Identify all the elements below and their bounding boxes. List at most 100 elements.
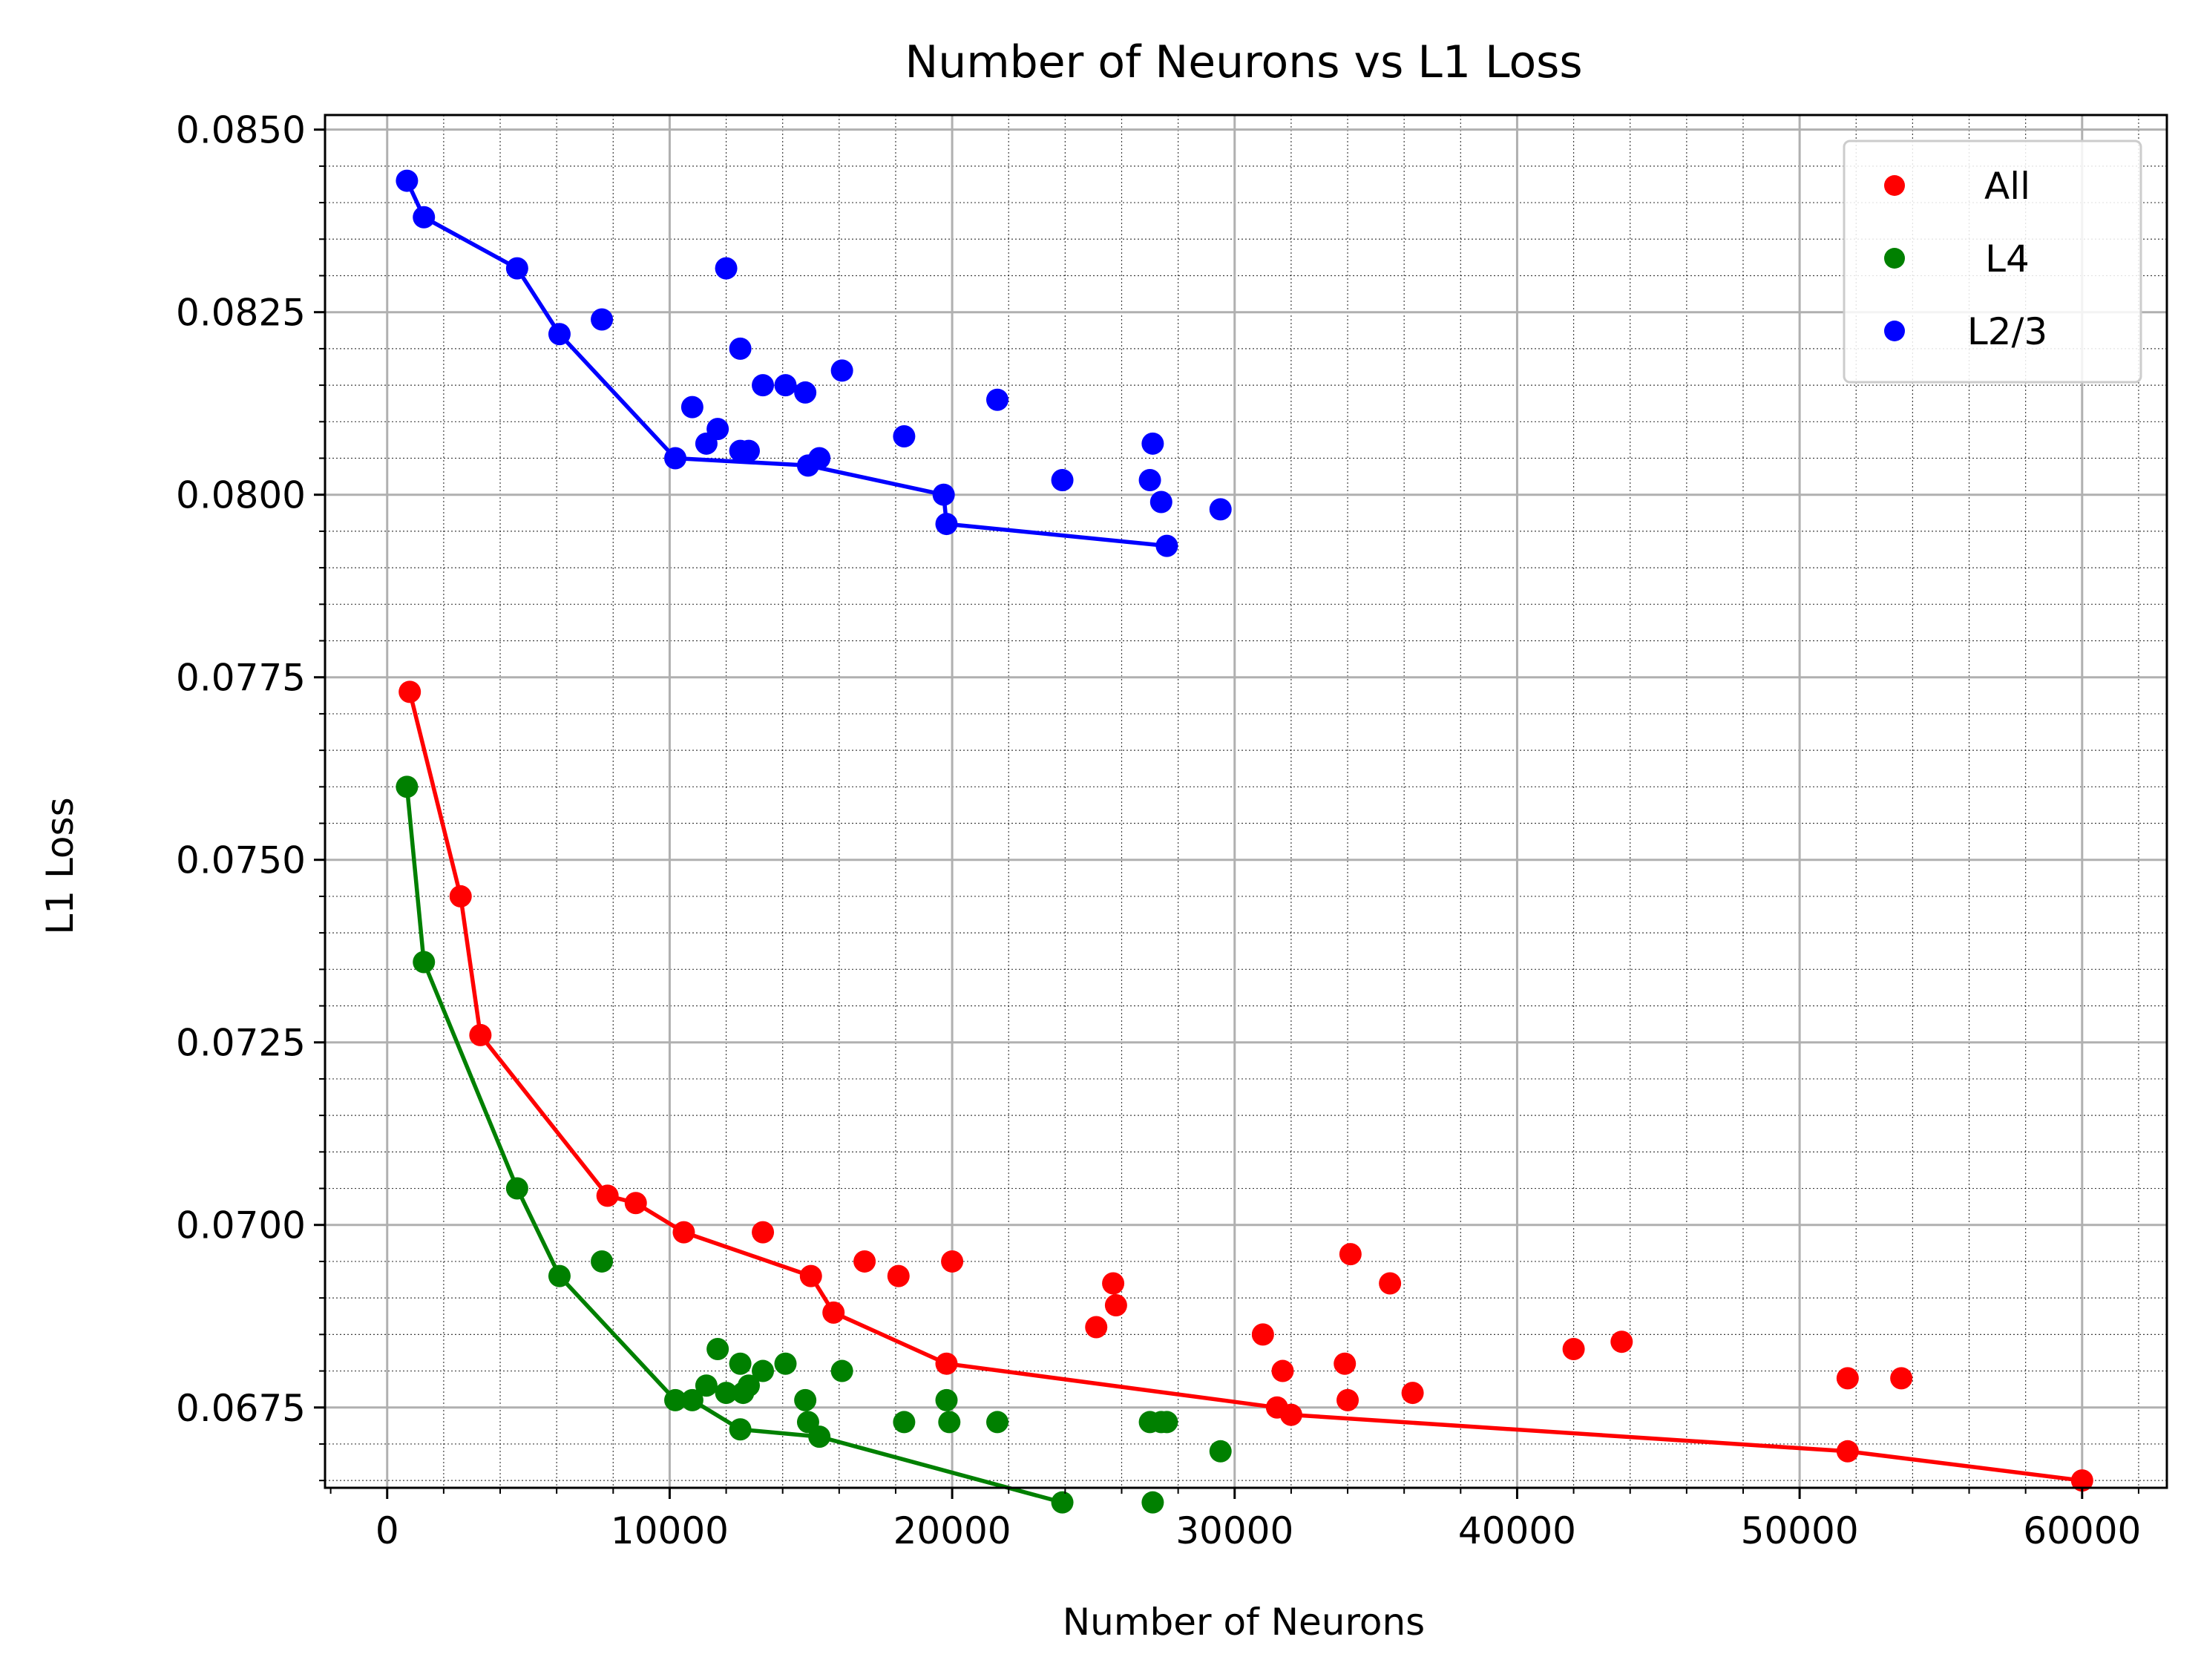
data-point-all: [469, 1023, 492, 1046]
minor-grid: [325, 115, 2167, 1488]
data-point-l4: [695, 1374, 718, 1397]
data-point-all: [1085, 1316, 1108, 1339]
data-point-l4: [505, 1177, 528, 1200]
data-point-l23: [935, 513, 958, 536]
x-tick-label: 30000: [1175, 1509, 1293, 1552]
data-point-all: [1251, 1323, 1274, 1346]
data-point-all: [935, 1352, 958, 1375]
data-point-l23: [893, 424, 916, 447]
data-point-l23: [729, 337, 752, 360]
data-point-all: [1279, 1403, 1302, 1426]
y-axis-label: L1 Loss: [39, 797, 82, 934]
data-point-all: [1334, 1352, 1357, 1375]
data-point-l4: [715, 1382, 738, 1405]
data-point-l23: [715, 257, 738, 280]
data-point-l23: [830, 359, 853, 382]
legend-marker-all: [1884, 175, 1905, 196]
data-point-all: [1339, 1243, 1362, 1266]
data-point-l4: [664, 1388, 687, 1411]
data-point-l4: [706, 1338, 729, 1361]
series-all: [398, 680, 2093, 1492]
series-l4: [396, 775, 1232, 1514]
x-tick-label: 60000: [2023, 1509, 2141, 1552]
data-point-l23: [664, 447, 687, 470]
data-point-l23: [794, 381, 817, 404]
data-point-all: [853, 1250, 876, 1273]
y-tick-label: 0.0675: [176, 1387, 306, 1430]
data-point-all: [799, 1264, 822, 1287]
x-axis-label: Number of Neurons: [1063, 1601, 1425, 1644]
major-grid: [325, 115, 2167, 1488]
x-tick-label: 10000: [611, 1509, 729, 1552]
data-point-l23: [1209, 498, 1232, 521]
data-point-l23: [1149, 490, 1172, 513]
data-point-all: [887, 1264, 910, 1287]
x-axis: 0 10000 20000 30000 40000 50000 60000: [329, 1488, 2141, 1552]
data-point-l4: [591, 1250, 614, 1273]
data-point-l4: [752, 1359, 775, 1382]
data-point-l23: [774, 374, 797, 397]
data-point-all: [449, 885, 472, 908]
x-tick-label: 0: [375, 1509, 399, 1552]
data-point-l23: [738, 439, 761, 462]
data-point-l23: [413, 206, 436, 229]
plot-area: 0 10000 20000 30000 40000 50000 600000.06750.0…: [176, 109, 2168, 1552]
series-l23: [396, 169, 1232, 557]
data-point-all: [1102, 1272, 1125, 1295]
x-tick-label: 40000: [1458, 1509, 1576, 1552]
data-point-l4: [738, 1374, 761, 1397]
data-point-l23: [1155, 534, 1178, 557]
data-point-all: [1379, 1272, 1402, 1295]
chart-title: Number of Neurons vs L1 Loss: [905, 36, 1582, 88]
legend-label-l23: L2/3: [1967, 310, 2047, 353]
data-point-all: [672, 1221, 695, 1244]
data-point-l4: [413, 951, 436, 974]
data-point-l4: [680, 1388, 703, 1411]
data-point-l23: [505, 257, 528, 280]
x-tick-label: 50000: [1741, 1509, 1859, 1552]
data-point-all: [1336, 1388, 1359, 1411]
data-point-l23: [932, 483, 955, 506]
y-tick-label: 0.0725: [176, 1022, 306, 1065]
legend-marker-l23: [1884, 321, 1905, 341]
data-point-all: [624, 1192, 647, 1215]
data-point-all: [1562, 1338, 1585, 1361]
data-point-l4: [794, 1388, 817, 1411]
data-point-all: [822, 1301, 845, 1324]
legend-marker-l4: [1884, 248, 1905, 269]
axes-frame: [324, 114, 2168, 1489]
data-point-l4: [1141, 1491, 1164, 1514]
data-point-l23: [752, 374, 775, 397]
data-point-l23: [680, 396, 703, 419]
data-point-l23: [1138, 469, 1161, 492]
legend: All L4 L2/3: [1843, 140, 2142, 384]
y-tick-label: 0.0750: [176, 839, 306, 882]
data-point-all: [752, 1221, 775, 1244]
data-point-l4: [1209, 1440, 1232, 1463]
data-point-all: [1401, 1382, 1424, 1405]
data-point-l4: [938, 1411, 961, 1434]
data-point-l4: [548, 1264, 571, 1287]
data-point-all: [1104, 1293, 1127, 1316]
legend-label-l4: L4: [1985, 237, 2030, 280]
data-point-l23: [706, 418, 729, 441]
y-tick-label: 0.0775: [176, 657, 306, 700]
data-point-all: [398, 680, 421, 703]
data-point-all: [596, 1184, 619, 1207]
data-point-l23: [1051, 469, 1074, 492]
data-point-l23: [986, 388, 1009, 411]
data-point-l23: [808, 447, 831, 470]
data-point-l4: [1051, 1491, 1074, 1514]
data-point-l23: [548, 323, 571, 346]
data-point-l23: [591, 308, 614, 331]
data-point-all: [1890, 1367, 1913, 1390]
y-tick-label: 0.0800: [176, 474, 306, 517]
data-point-l4: [986, 1411, 1009, 1434]
data-point-l4: [808, 1425, 831, 1448]
data-point-l23: [1141, 432, 1164, 455]
data-point-l4: [830, 1359, 853, 1382]
y-tick-label: 0.0850: [176, 109, 306, 152]
data-point-l4: [729, 1418, 752, 1441]
